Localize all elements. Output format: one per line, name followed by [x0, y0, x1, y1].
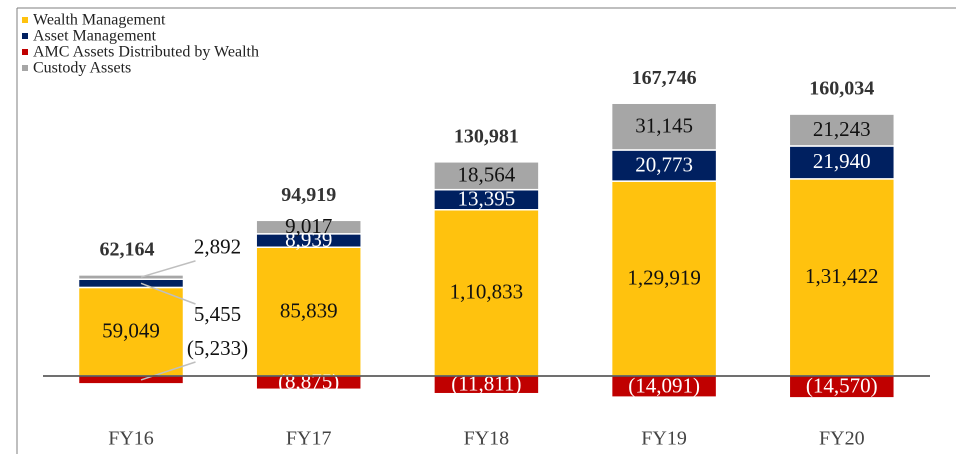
legend-swatch — [22, 17, 28, 23]
bar-segment — [788, 113, 896, 147]
data-label: 59,049 — [102, 319, 160, 343]
data-label: 5,455 — [194, 302, 241, 326]
legend-swatch — [22, 33, 28, 39]
bar-segment — [77, 278, 185, 289]
bar-segment — [610, 149, 718, 182]
data-label: 31,145 — [635, 113, 693, 137]
data-label: 21,243 — [813, 117, 871, 141]
data-label: 20,773 — [635, 152, 693, 176]
data-label: 21,940 — [813, 149, 871, 173]
total-label: 167,746 — [632, 67, 697, 89]
data-label: 1,29,919 — [627, 265, 701, 289]
data-label: 13,395 — [458, 187, 516, 211]
bar-segment — [77, 274, 185, 280]
data-label: (5,233) — [187, 336, 248, 360]
bar-segment — [788, 145, 896, 180]
x-tick-label: FY17 — [286, 428, 332, 450]
data-label: 1,31,422 — [805, 264, 879, 288]
data-label: (14,570) — [806, 374, 878, 398]
x-tick-label: FY18 — [464, 428, 510, 450]
bar-segment — [77, 375, 185, 385]
bar-segment — [255, 219, 362, 235]
bar-segment — [433, 209, 540, 377]
legend-label: Custody Assets — [33, 60, 131, 77]
bar-segment — [788, 178, 896, 377]
leader-line — [140, 260, 196, 278]
legend-label: Asset Management — [33, 28, 157, 45]
leader-line — [140, 361, 196, 381]
total-label: 130,981 — [454, 125, 519, 147]
x-tick-label: FY19 — [641, 428, 687, 450]
total-label: 160,034 — [809, 78, 874, 100]
total-label: 62,164 — [100, 238, 155, 260]
bar-segment — [433, 161, 540, 191]
bar-segment — [77, 286, 185, 377]
legend-swatch — [22, 65, 28, 71]
x-tick-label: FY16 — [108, 428, 154, 450]
data-label: 18,564 — [458, 163, 516, 187]
data-label: 85,839 — [280, 298, 338, 322]
leader-line — [140, 282, 196, 305]
legend-label: Wealth Management — [33, 12, 166, 29]
legend-swatch — [22, 49, 28, 55]
x-tick-label: FY20 — [819, 428, 865, 450]
data-label: (14,091) — [628, 373, 700, 397]
data-label: 2,892 — [194, 235, 241, 259]
data-label: 9,017 — [285, 214, 332, 238]
data-label: (8,875) — [278, 369, 339, 393]
bar-segment — [610, 102, 718, 151]
data-label: 1,10,833 — [450, 280, 524, 304]
total-label: 94,919 — [281, 184, 336, 206]
legend-label: AMC Assets Distributed by Wealth — [33, 44, 259, 61]
